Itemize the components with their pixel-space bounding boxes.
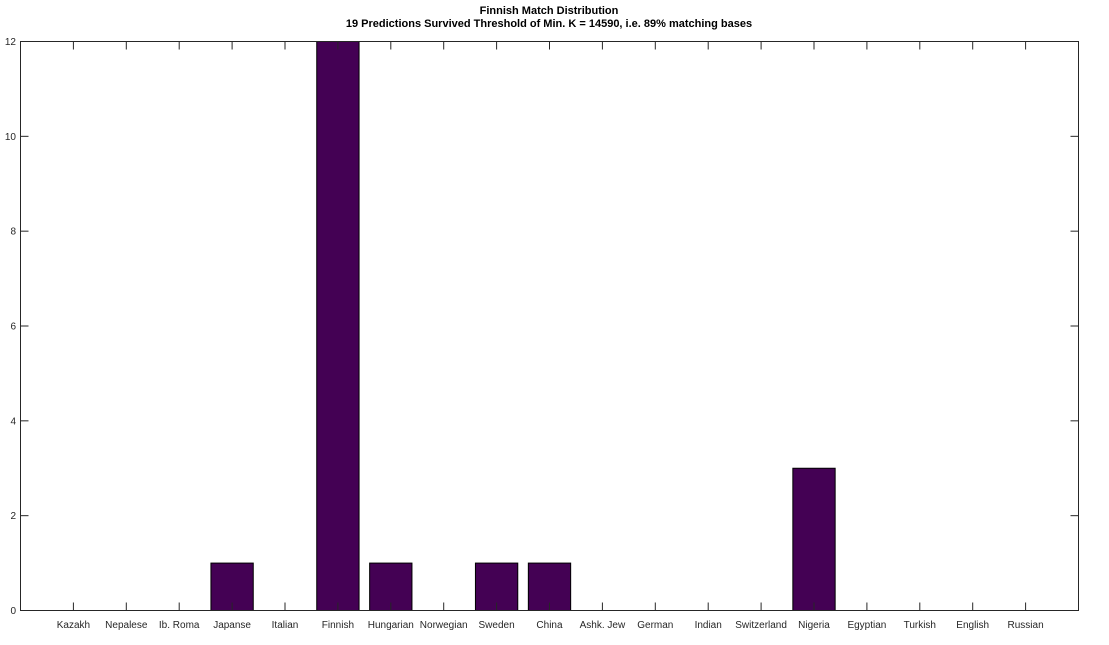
x-tick-label: Japanse [213,620,251,631]
y-tick-label: 4 [10,416,16,427]
y-tick-label: 10 [5,132,17,143]
x-tick-label: Turkish [904,620,936,631]
x-tick-label: Ashk. Jew [580,620,626,631]
y-tick-label: 12 [5,37,17,48]
x-tick-label: Sweden [479,620,515,631]
y-tick-label: 8 [10,227,16,238]
x-tick-label: Nepalese [105,620,148,631]
y-tick-label: 0 [10,606,16,617]
x-tick-label: Indian [695,620,722,631]
x-tick-label: Ib. Roma [159,620,200,631]
x-tick-label: Nigeria [798,620,830,631]
y-tick-label: 6 [10,322,16,333]
bar-finnish [316,41,360,611]
x-tick-label: Switzerland [735,620,787,631]
x-tick-label: Norwegian [420,620,468,631]
x-tick-label: German [637,620,673,631]
x-tick-label: Hungarian [368,620,414,631]
x-tick-label: Finnish [322,620,354,631]
x-tick-label: China [536,620,563,631]
x-tick-label: Russian [1008,620,1044,631]
x-tick-label: Italian [272,620,299,631]
x-tick-label: Kazakh [57,620,90,631]
chart-title: Finnish Match Distribution [480,5,619,17]
x-tick-label: Egyptian [847,620,886,631]
ticks-group: Kazakh Nepalese Ib. Roma Japanse Italian Finn… [5,37,1079,631]
chart-subtitle: 19 Predictions Survived Threshold of Min… [346,18,752,30]
x-tick-label: English [956,620,989,631]
bars-group [210,41,836,611]
y-tick-label: 2 [10,511,16,522]
plot-frame [20,41,1079,611]
bar-nigeria [792,467,836,611]
